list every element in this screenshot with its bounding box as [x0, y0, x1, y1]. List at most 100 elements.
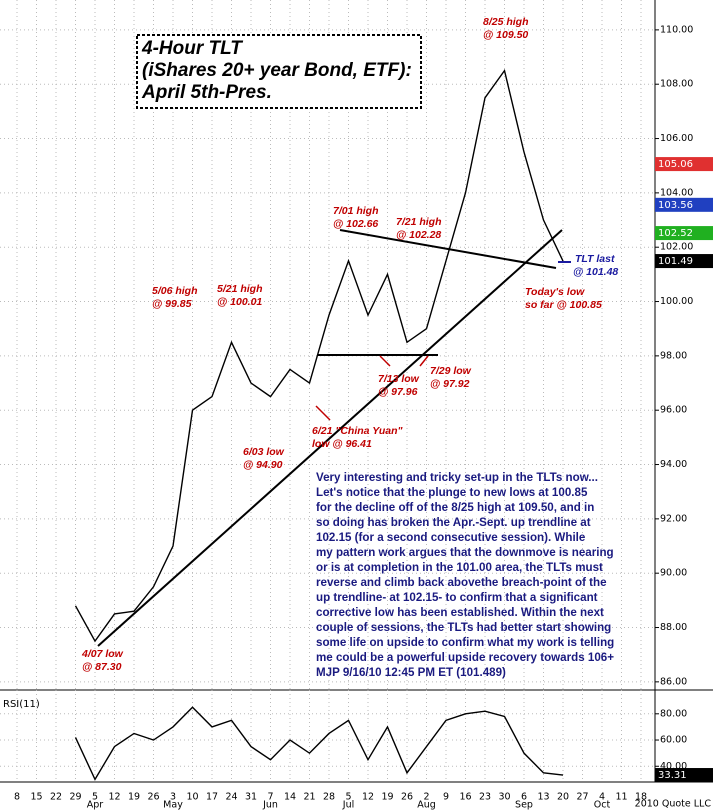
month-label: Apr	[87, 800, 104, 811]
x-tick-label: 18	[635, 792, 647, 803]
price-tag	[655, 157, 713, 172]
price-tag	[655, 226, 713, 241]
price-tag-label: 102.52	[658, 228, 693, 239]
pointer	[315, 405, 331, 421]
month-label: May	[163, 800, 183, 811]
annotation: 6/03 low	[243, 446, 285, 458]
y-tick-label: 108.00	[660, 79, 693, 90]
y-tick-label: 92.00	[660, 513, 687, 524]
y-tick-label: 90.00	[660, 568, 687, 579]
x-tick-label: 14	[284, 792, 296, 803]
price-tag	[655, 197, 713, 212]
x-tick-label: 27	[576, 792, 588, 803]
footer: 2010 Quote LLC	[635, 799, 712, 810]
x-tick-label: 12	[108, 792, 120, 803]
pointer	[419, 355, 429, 367]
month-label: Jul	[342, 800, 354, 811]
x-tick-label: 4	[599, 792, 605, 803]
x-tick-label: 15	[30, 792, 42, 803]
x-tick-label: 31	[245, 792, 257, 803]
annotation: 8/25 high	[483, 16, 529, 28]
x-tick-label: 7	[267, 792, 273, 803]
annotation: TLT last	[575, 253, 615, 265]
x-tick-label: 10	[186, 792, 198, 803]
x-tick-label: 26	[401, 792, 413, 803]
annotation: 5/06 high	[152, 285, 198, 297]
y-tick-label: 110.00	[660, 24, 693, 35]
price-tag-label: 105.06	[658, 159, 693, 170]
x-tick-label: 17	[206, 792, 218, 803]
commentary-line: Let's notice that the plunge to new lows…	[316, 486, 588, 499]
title: 4-Hour TLT(iShares 20+ year Bond, ETF):A…	[141, 38, 412, 103]
commentary-line: up trendline- at 102.15- to confirm that…	[316, 591, 598, 604]
y-tick-label: 106.00	[660, 133, 693, 144]
x-tick-label: 22	[50, 792, 62, 803]
rsi-title: RSI(11)	[3, 699, 40, 710]
x-tick-label: 2	[423, 792, 429, 803]
annotation: Today's low	[525, 286, 585, 298]
price-tag	[655, 254, 713, 269]
title-line: (iShares 20+ year Bond, ETF):	[142, 60, 412, 81]
annotation: @ 100.01	[217, 296, 262, 308]
annotation: 6/21 "China Yuan"	[312, 425, 404, 437]
x-tick-label: 13	[537, 792, 549, 803]
commentary-line: so doing has broken the Apr.-Sept. up tr…	[316, 516, 591, 529]
month-label: Sep	[515, 800, 533, 811]
commentary-line: corrective low has been established. Wit…	[316, 606, 604, 619]
x-tick-label: 24	[225, 792, 237, 803]
annotation: 7/21 high	[396, 216, 442, 228]
resistance-line	[339, 229, 557, 269]
commentary-line: me could be a powerful upside recovery t…	[316, 651, 614, 664]
y-tick-label: 40.00	[660, 761, 687, 772]
commentary-line: some life on upside to confirm what my w…	[316, 636, 614, 649]
commentary-line: MJP 9/16/10 12:45 PM ET (101.489)	[316, 666, 506, 679]
month-label: Aug	[417, 800, 436, 811]
x-tick-label: 8	[14, 792, 20, 803]
x-tick-label: 29	[69, 792, 81, 803]
month-label: Jun	[262, 800, 278, 811]
annotation: @ 109.50	[483, 29, 528, 41]
x-tick-label: 16	[459, 792, 471, 803]
annotation: so far @ 100.85	[525, 299, 602, 311]
y-tick-label: 80.00	[660, 708, 687, 719]
x-tick-label: 21	[303, 792, 315, 803]
y-tick-label: 94.00	[660, 459, 687, 470]
commentary-line: my pattern work argues that the downmove…	[316, 546, 614, 559]
pointer	[379, 355, 391, 367]
annotation: 4/07 low	[81, 648, 124, 660]
annotation: 7/01 high	[333, 205, 379, 217]
commentary-line: reverse and climb back abovethe breach-p…	[316, 576, 607, 589]
annotation: 7/29 low	[430, 365, 472, 377]
price-line	[74, 68, 564, 643]
annotation: @ 97.96	[378, 386, 418, 398]
y-tick-label: 98.00	[660, 350, 687, 361]
y-tick-label: 96.00	[660, 405, 687, 416]
rsi-tag	[655, 768, 713, 783]
commentary-line: Very interesting and tricky set-up in th…	[316, 471, 598, 484]
y-tick-label: 60.00	[660, 735, 687, 746]
commentary-line: 102.15 (for a second consecutive session…	[316, 531, 586, 544]
x-tick-label: 11	[615, 792, 627, 803]
x-tick-label: 3	[170, 792, 176, 803]
annotation: @ 87.30	[82, 661, 122, 673]
trendline	[97, 229, 563, 647]
x-tick-label: 9	[443, 792, 449, 803]
y-tick-label: 100.00	[660, 296, 693, 307]
x-tick-label: 20	[557, 792, 569, 803]
annotation: @ 102.66	[333, 218, 378, 230]
annotation: 5/21 high	[217, 283, 263, 295]
annotation: low @ 96.41	[312, 438, 372, 450]
x-tick-label: 5	[92, 792, 98, 803]
x-tick-label: 5	[345, 792, 351, 803]
x-tick-label: 23	[479, 792, 491, 803]
annotation: @ 94.90	[243, 459, 283, 471]
annotation: @ 97.92	[430, 378, 470, 390]
price-tag-label: 103.56	[658, 200, 693, 211]
y-tick-label: 104.00	[660, 187, 693, 198]
commentary-line: or is at completion in the 101.00 area, …	[316, 561, 603, 574]
commentary-line: couple of sessions, the TLTs had better …	[316, 621, 611, 634]
x-tick-label: 26	[147, 792, 159, 803]
annotation: 7/13 low	[378, 373, 420, 385]
x-tick-label: 19	[381, 792, 393, 803]
